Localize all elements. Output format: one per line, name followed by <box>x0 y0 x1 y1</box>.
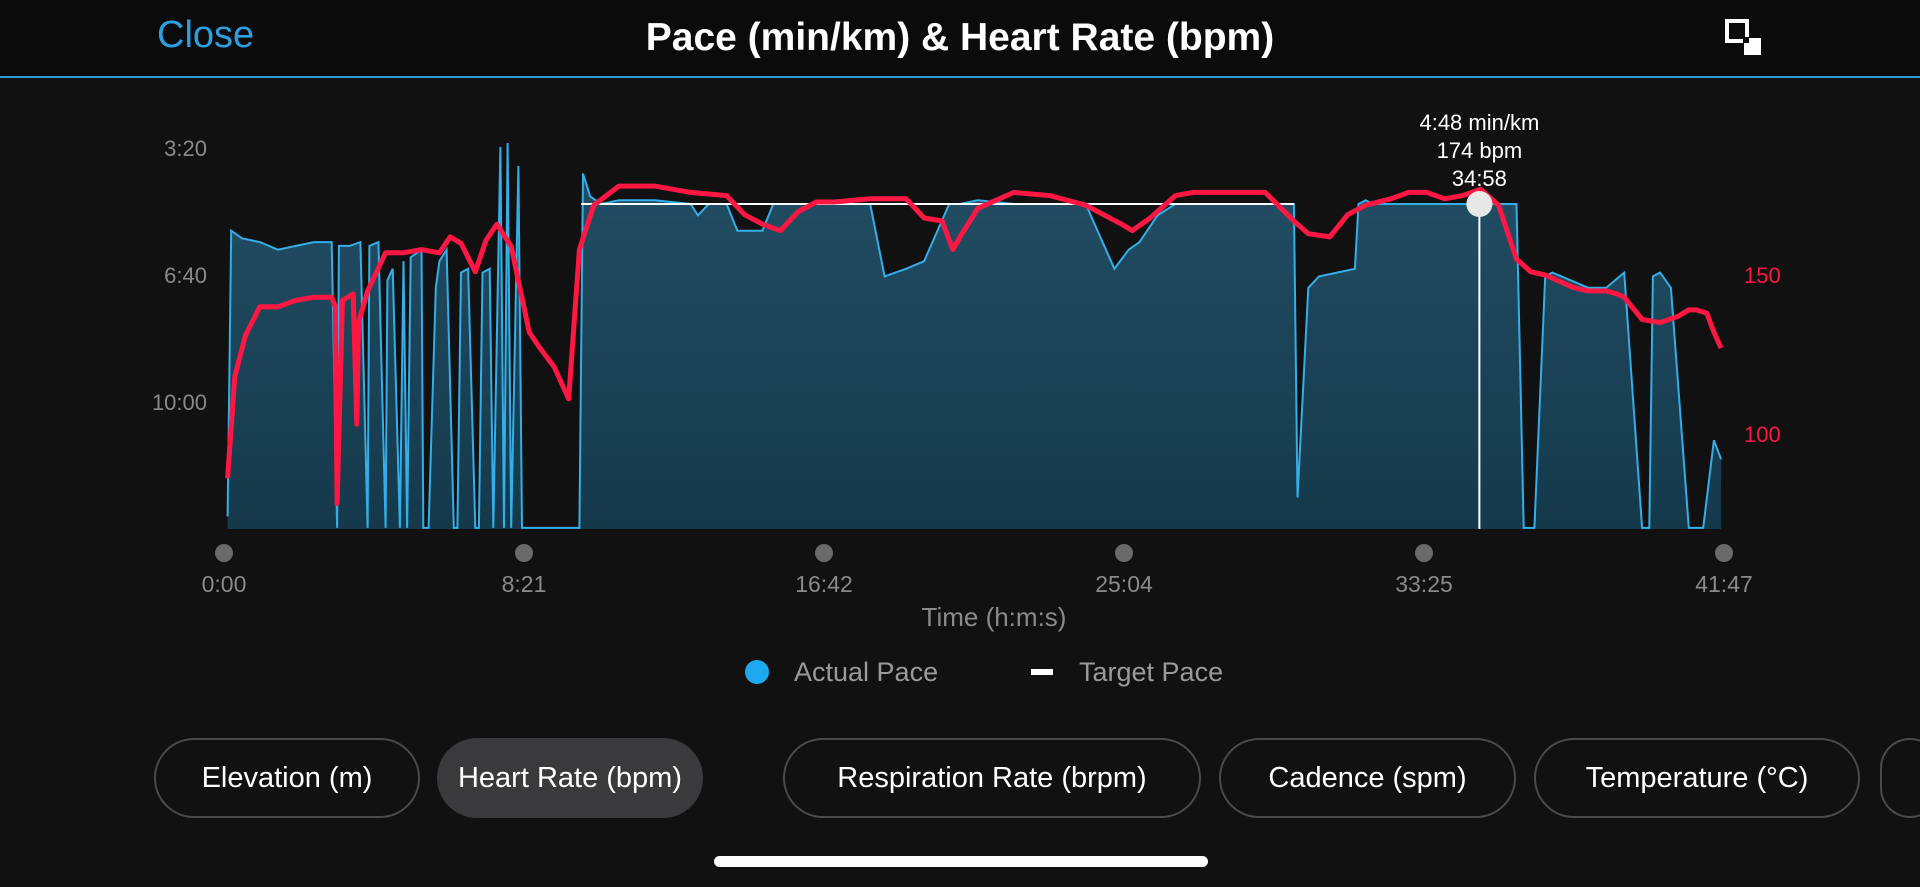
x-tick-dot-3[interactable] <box>1115 544 1133 562</box>
x-tick-1: 8:21 <box>502 571 547 597</box>
tooltip-pace: 4:48 min/km <box>1419 110 1539 135</box>
legend-label-target-pace: Target Pace <box>1079 656 1224 687</box>
tooltip-heart-rate: 174 bpm <box>1437 138 1523 163</box>
tab-elevation[interactable]: Elevation (m) <box>154 738 420 818</box>
tab-cadence[interactable]: Cadence (spm) <box>1219 738 1516 818</box>
x-tick-0: 0:00 <box>202 571 247 597</box>
actual-pace-line <box>226 142 1723 529</box>
tab-heart-rate[interactable]: Heart Rate (bpm) <box>437 738 703 818</box>
legend-label-actual-pace: Actual Pace <box>794 656 939 687</box>
header-bar: Close Pace (min/km) & Heart Rate (bpm) <box>0 0 1920 78</box>
legend-actual-pace[interactable]: Actual Pace <box>732 652 938 692</box>
x-tick-dot-0[interactable] <box>215 544 233 562</box>
y-left-tick-2: 10:00 <box>152 390 207 415</box>
x-axis-label: Time (h:m:s) <box>922 602 1067 632</box>
tab-respiration-rate[interactable]: Respiration Rate (brpm) <box>783 738 1201 818</box>
x-tick-dot-1[interactable] <box>515 544 533 562</box>
actual-pace-area <box>227 143 1722 529</box>
actual-pace-legend-icon <box>732 657 782 687</box>
scrub-cursor-dot[interactable] <box>1466 191 1493 218</box>
x-tick-dot-5[interactable] <box>1715 544 1733 562</box>
heart-rate-line <box>225 183 1724 507</box>
y-right-tick-1: 100 <box>1744 422 1781 447</box>
x-tick-3: 25:04 <box>1095 571 1153 597</box>
page-title: Pace (min/km) & Heart Rate (bpm) <box>645 16 1275 59</box>
tooltip: 4:48 min/km 174 bpm 34:58 <box>1419 110 1539 191</box>
tab-temperature[interactable]: Temperature (°C) <box>1534 738 1860 818</box>
x-tick-4: 33:25 <box>1395 571 1453 597</box>
fullscreen-icon[interactable] <box>1724 18 1764 58</box>
close-button[interactable]: Close <box>157 14 255 56</box>
x-tick-dot-4[interactable] <box>1415 544 1433 562</box>
y-left-tick-1: 6:40 <box>164 263 207 288</box>
x-tick-dot-2[interactable] <box>815 544 833 562</box>
y-right-tick-0: 150 <box>1744 263 1781 288</box>
y-left-tick-0: 3:20 <box>164 136 207 161</box>
tab-more[interactable] <box>1880 738 1920 818</box>
pace-heart-rate-chart[interactable]: 3:20 6:40 10:00 150 100 4:48 min/km 174 bpm… <box>0 78 1920 658</box>
x-tick-5: 41:47 <box>1695 571 1753 597</box>
home-indicator <box>714 856 1208 867</box>
target-pace-legend-icon <box>1017 657 1067 687</box>
x-tick-2: 16:42 <box>795 571 853 597</box>
tooltip-time: 34:58 <box>1452 166 1507 191</box>
legend-target-pace[interactable]: Target Pace <box>1017 652 1223 692</box>
